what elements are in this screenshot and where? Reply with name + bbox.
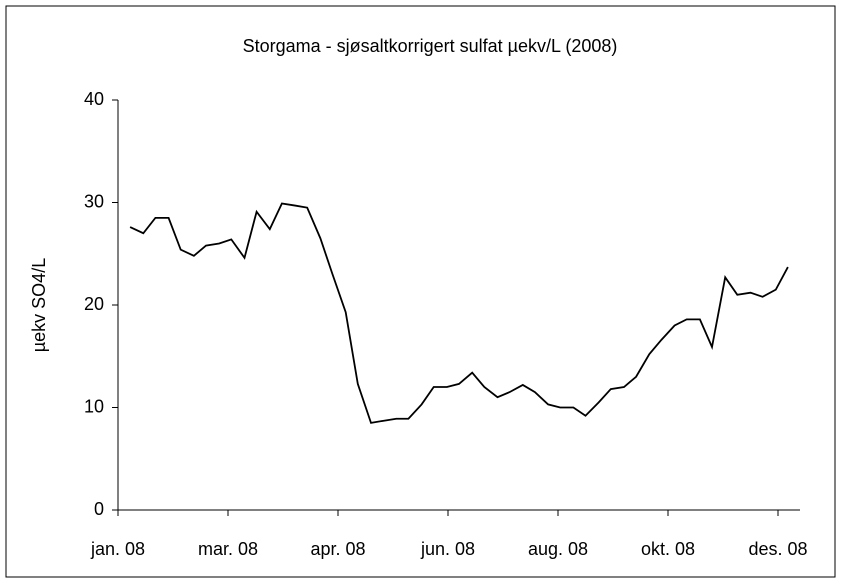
chart-title: Storgama - sjøsaltkorrigert sulfat µekv/… xyxy=(243,36,618,56)
x-tick-label: jun. 08 xyxy=(420,539,475,559)
y-tick-label: 40 xyxy=(84,89,104,109)
data-line xyxy=(129,202,789,424)
chart-border xyxy=(5,5,836,578)
x-tick-label: okt. 08 xyxy=(641,539,695,559)
y-axis-label: µekv SO4/L xyxy=(29,258,49,352)
x-tick-label: mar. 08 xyxy=(198,539,258,559)
y-tick-label: 10 xyxy=(84,396,104,416)
x-tick-label: jan. 08 xyxy=(90,539,145,559)
y-tick-label: 20 xyxy=(84,294,104,314)
x-tick-label: des. 08 xyxy=(748,539,807,559)
y-tick-label: 30 xyxy=(84,191,104,211)
y-tick-label: 0 xyxy=(94,499,104,519)
x-tick-label: aug. 08 xyxy=(528,539,588,559)
x-tick-label: apr. 08 xyxy=(310,539,365,559)
